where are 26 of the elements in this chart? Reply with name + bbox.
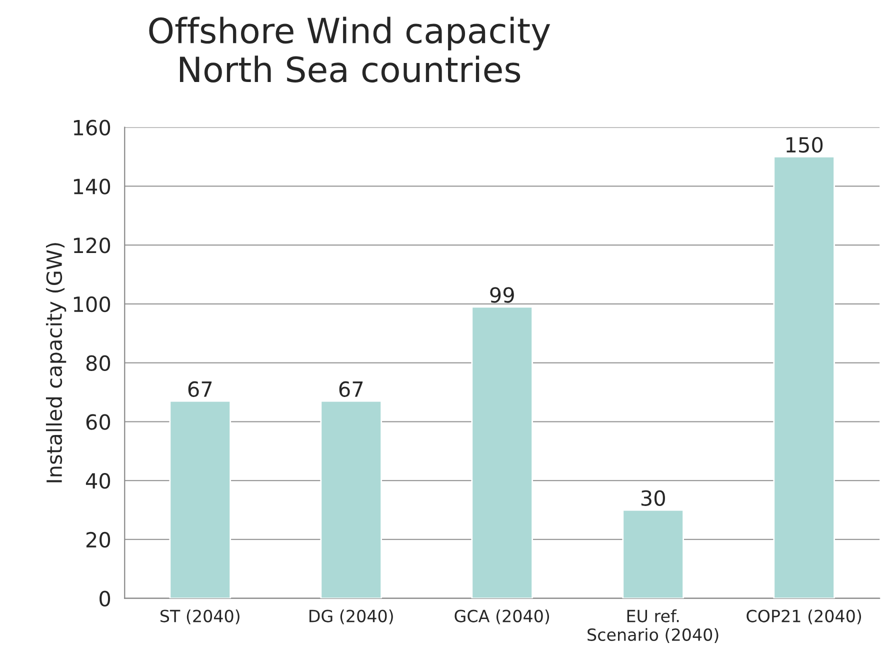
data-label: 99	[490, 287, 514, 303]
chart-title: Offshore Wind capacity North Sea countries	[149, 16, 550, 83]
y-tick-label: 0	[100, 590, 110, 607]
data-label: 67	[188, 381, 212, 398]
x-tick-label: COP21 (2040)	[746, 609, 862, 624]
y-tick-label: 20	[86, 532, 110, 548]
data-label: 30	[641, 490, 665, 506]
bar	[471, 306, 534, 598]
y-tick-label: 120	[74, 238, 110, 254]
y-tick-label: 60	[86, 414, 110, 430]
bar	[773, 156, 835, 598]
y-tick-label: 140	[74, 178, 110, 194]
data-label: 150	[786, 136, 823, 153]
x-tick-label: GCA (2040)	[454, 609, 550, 624]
bar	[622, 509, 684, 598]
data-label: 67	[339, 381, 363, 398]
x-tick-label: DG (2040)	[310, 609, 393, 624]
y-tick-label: 160	[74, 120, 110, 136]
bar	[320, 400, 382, 598]
y-axis-title: Installed capacity (GW)	[46, 243, 66, 482]
bar	[169, 400, 232, 598]
y-tick-label: 40	[86, 473, 110, 489]
y-tick-label: 100	[74, 296, 110, 312]
y-tick-label: 80	[86, 355, 110, 372]
x-tick-label: EU ref. Scenario (2040)	[588, 609, 718, 643]
x-tick-label: ST (2040)	[160, 609, 240, 624]
